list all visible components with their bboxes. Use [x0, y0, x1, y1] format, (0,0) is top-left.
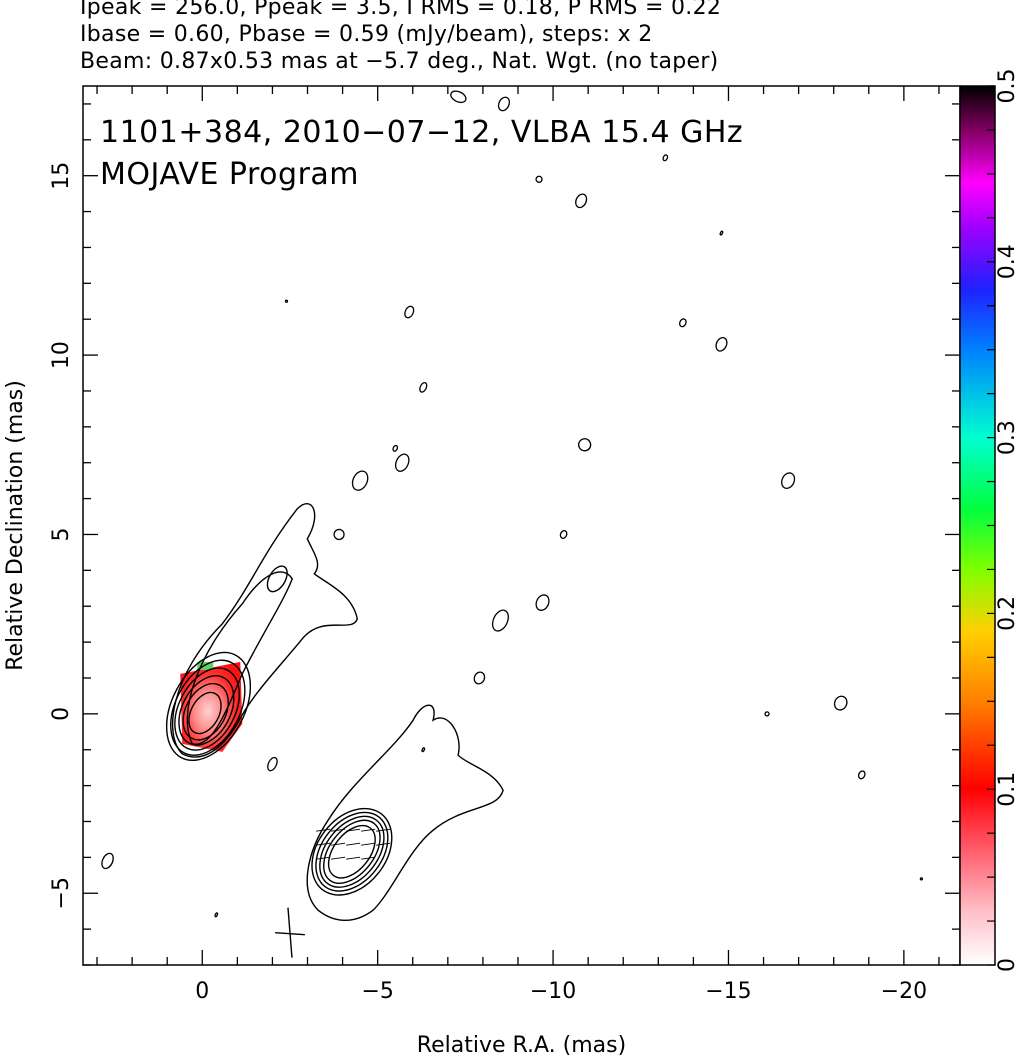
noise-contour — [679, 318, 687, 328]
x-tick-label: −20 — [881, 979, 927, 1004]
noise-contour — [351, 470, 369, 491]
colorbar: 0 0.1 0.2 0.3 0.4 0.5 — [959, 69, 1020, 972]
core-contour — [165, 651, 252, 762]
chart-subtitle: MOJAVE Program — [100, 157, 359, 192]
jet-knot-inner-contour — [319, 815, 385, 888]
y-tick-label: 10 — [49, 341, 74, 369]
jet-knot-contour — [266, 565, 288, 593]
polarization-vector — [316, 842, 331, 846]
polarization-vector — [361, 842, 376, 846]
noise-contour — [919, 877, 924, 881]
colorbar-tick-label: 0 — [995, 958, 1020, 972]
core-contour — [188, 691, 222, 735]
noise-contour — [392, 444, 399, 452]
y-tick-label: 15 — [49, 162, 74, 190]
plot-frame — [82, 85, 961, 966]
colorbar-tick-label: 0.4 — [995, 244, 1020, 279]
noise-contour — [491, 609, 509, 632]
noise-contour — [101, 852, 114, 870]
core-contour — [170, 659, 246, 756]
polarization-vector — [376, 842, 391, 846]
header-line-base: Ibase = 0.60, Pbase = 0.59 (mJy/beam), s… — [80, 22, 653, 47]
axis-ticks — [83, 86, 960, 966]
x-tick-label: −15 — [705, 979, 751, 1004]
header-line-peaks: Ipeak = 256.0, Ppeak = 3.5, I RMS = 0.18… — [80, 0, 722, 20]
y-axis-label: Relative Declination (mas) — [3, 380, 28, 671]
polarization-vector — [361, 828, 376, 832]
beam-minor-axis — [275, 932, 305, 936]
noise-contour — [833, 695, 848, 711]
polarization-vector — [316, 828, 331, 832]
y-tick-label: 5 — [49, 527, 74, 541]
jet-second-contour — [186, 571, 294, 745]
x-axis-label: Relative R.A. (mas) — [417, 1033, 626, 1058]
noise-contour — [333, 528, 345, 541]
noise-contour — [559, 529, 568, 539]
colorbar-tick-label: 0.1 — [995, 772, 1020, 807]
core-polarization-green — [197, 661, 214, 670]
map-header: Ipeak = 256.0, Ppeak = 3.5, I RMS = 0.18… — [80, 0, 1020, 75]
polarization-vector — [361, 856, 376, 860]
jet-knot-inner-contour — [327, 824, 376, 879]
jet-knot-inner-contour — [311, 807, 393, 896]
polarization-vector — [346, 828, 361, 832]
y-tick-label: −5 — [49, 877, 74, 909]
noise-contour — [394, 453, 410, 472]
plot-area — [82, 85, 961, 966]
noise-contour — [575, 193, 588, 209]
polarization-vector — [346, 842, 361, 846]
polarization-vector — [346, 856, 361, 860]
x-tick-label: 0 — [195, 979, 209, 1004]
colorbar-tick-label: 0.2 — [995, 596, 1020, 631]
polarization-vector — [331, 856, 346, 860]
jet-knot-inner-contour — [323, 819, 381, 884]
polarization-vector — [331, 842, 346, 846]
polarization-vector — [331, 828, 346, 832]
colorbar-tick-label: 0.5 — [995, 69, 1020, 104]
jet-outer-contour — [171, 503, 358, 758]
noise-contour — [450, 90, 467, 104]
beam-major-axis — [287, 907, 293, 958]
jet-lower-outer-contour — [306, 704, 504, 922]
noise-contour — [535, 175, 543, 183]
noise-contour — [857, 770, 866, 780]
polarization-vector — [316, 856, 331, 860]
colorbar-tick-label: 0.3 — [995, 420, 1020, 455]
header-line-beam: Beam: 0.87x0.53 mas at −5.7 deg., Nat. W… — [80, 49, 719, 74]
noise-contour — [781, 472, 796, 489]
axis-labels: 1101+384, 2010−07−12, VLBA 15.4 GHz MOJAV… — [3, 115, 927, 1058]
noise-contour — [535, 594, 550, 611]
noise-contour — [267, 756, 278, 772]
noise-contour — [473, 671, 486, 685]
noise-contour — [715, 336, 728, 352]
noise-contour — [577, 438, 592, 452]
x-tick-label: −10 — [530, 979, 576, 1004]
polarization-vector — [376, 828, 391, 832]
x-tick-label: −5 — [361, 979, 393, 1004]
noise-contour — [419, 382, 428, 393]
chart-title: 1101+384, 2010−07−12, VLBA 15.4 GHz — [100, 115, 743, 150]
noise-contour — [214, 912, 219, 918]
noise-contour — [421, 747, 426, 753]
noise-contour — [284, 299, 289, 303]
jet-knot-inner-contour — [315, 811, 389, 892]
core-contour — [178, 675, 235, 746]
core-contour — [174, 667, 241, 751]
y-tick-label: 0 — [49, 707, 74, 721]
noise-contour — [497, 96, 511, 112]
noise-contour — [404, 305, 415, 319]
noise-contour — [764, 711, 770, 717]
core-contour — [182, 682, 229, 741]
noise-contour — [719, 230, 724, 236]
noise-contour — [662, 154, 669, 162]
